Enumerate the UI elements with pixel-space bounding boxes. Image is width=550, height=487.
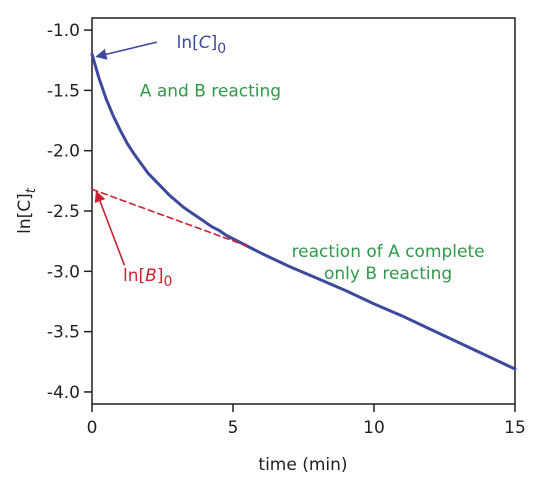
annotation-label: ln[B]0: [123, 266, 172, 290]
annotation-label-post: ]: [157, 266, 164, 286]
annotation-label-pre: ln[: [177, 33, 199, 53]
axis-ticks: 0 5 10 15 -1.0 -1.5 -2.0 -2.5 -3.0 -3.5 -4.0: [47, 21, 526, 438]
annotation-label-pre: ln[: [123, 266, 145, 286]
x-tick-label: 15: [504, 418, 526, 438]
region-label-line: A and B reacting: [140, 81, 281, 101]
annotation-label-italic: C: [199, 33, 211, 53]
extrapolation-line: [91, 188, 248, 247]
annotation-label: ln[C]0: [177, 33, 227, 57]
region-label: reaction of A complete only B reacting: [292, 242, 485, 284]
x-tick-label: 5: [228, 418, 239, 438]
y-tick-label: -3.5: [47, 323, 80, 343]
y-tick-label: -2.5: [47, 202, 80, 222]
y-axis-title-subscript: t: [24, 187, 39, 193]
y-tick-label: -2.0: [47, 142, 80, 162]
region-label-line: reaction of A complete: [292, 242, 485, 262]
annotation-label-italic: B: [145, 266, 157, 286]
y-axis-title: ln[C]t: [15, 187, 39, 234]
region-label: A and B reacting: [140, 81, 281, 101]
annotation-arrow: [95, 41, 158, 60]
plot-frame: [91, 17, 516, 405]
data-line: [90, 52, 517, 371]
y-tick-label: -3.0: [47, 262, 80, 282]
annotation-label-subscript: 0: [217, 41, 226, 57]
y-tick-label: -4.0: [47, 383, 80, 403]
x-tick-label: 0: [87, 418, 98, 438]
annotation-label-post: ]: [211, 33, 218, 53]
y-tick-label: -1.0: [47, 21, 80, 41]
annotation-arrow: [94, 190, 126, 266]
x-tick-label: 10: [363, 418, 385, 438]
annotation-label-subscript: 0: [163, 274, 172, 290]
region-label-line: only B reacting: [324, 264, 452, 284]
x-axis-title: time (min): [258, 455, 347, 475]
data-series: [90, 52, 517, 371]
y-tick-label: -1.5: [47, 81, 80, 101]
y-axis-title-main: ln[C]: [15, 193, 35, 234]
